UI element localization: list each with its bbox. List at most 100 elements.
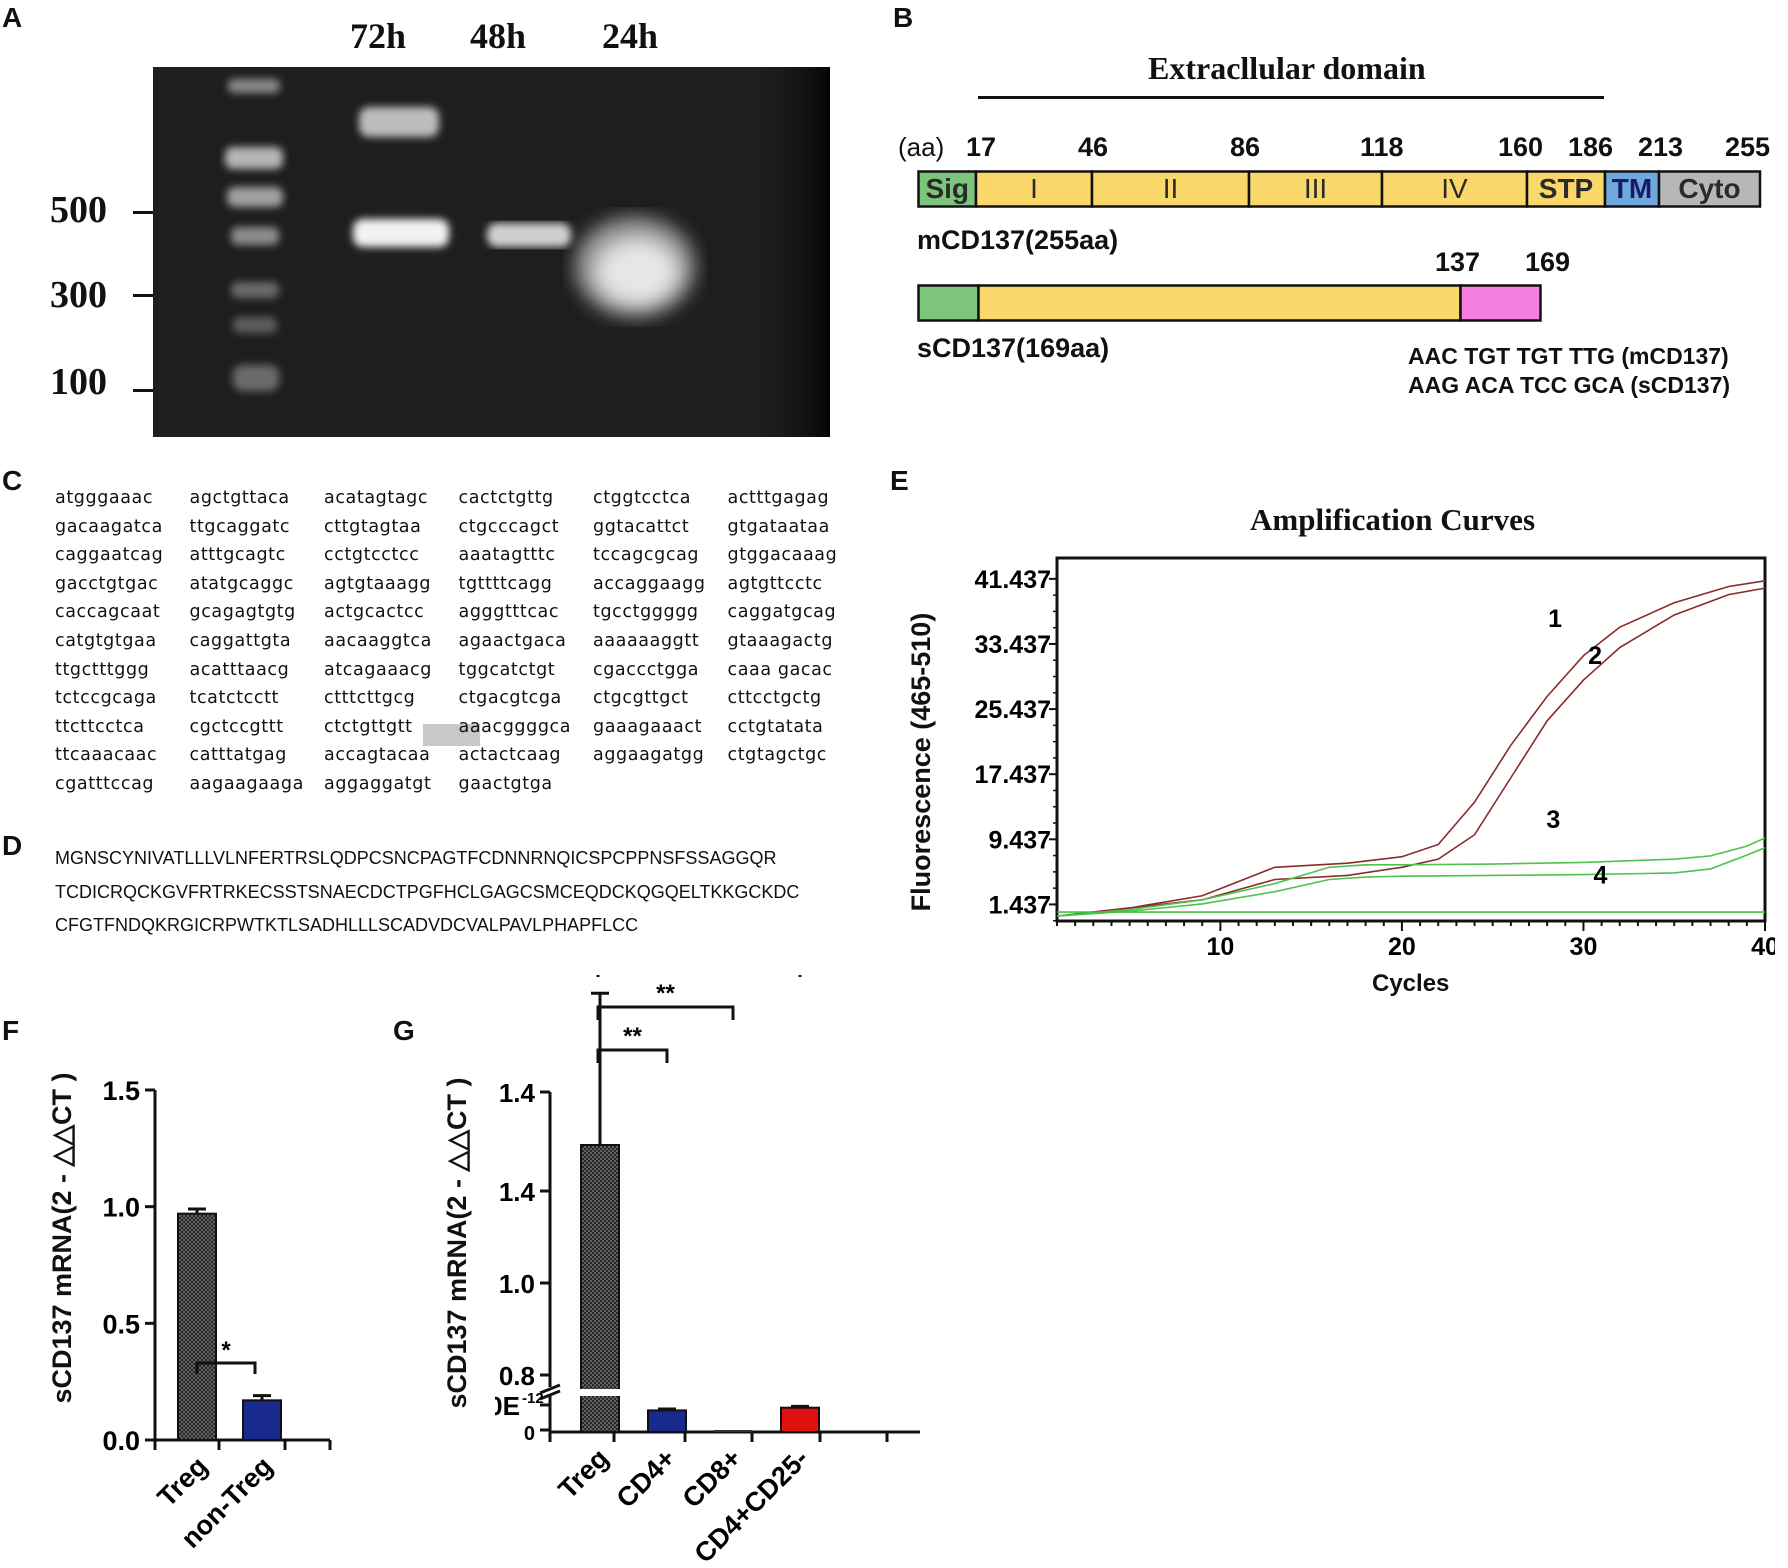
sequence-cell: aaatagtttc <box>458 545 556 566</box>
sequence-cell: cctgtatata <box>727 716 824 737</box>
y-tick-label: 9.437 <box>988 826 1051 854</box>
sequence-cell: cgatttccag <box>55 773 155 794</box>
domain-segment-1 <box>917 170 978 208</box>
panel-letter-d: D <box>2 830 23 861</box>
x-tick-label: 20 <box>1388 933 1416 961</box>
gel-marker-tick <box>133 211 155 214</box>
gel-lane-label: 48h <box>470 16 527 56</box>
axis-break-mark <box>539 1383 561 1395</box>
sequence-cell: ctttcttgcg <box>324 688 416 709</box>
mcd137-label: mCD137(255aa) <box>917 225 1119 255</box>
sequence-highlight <box>423 724 480 746</box>
aa-position: 118 <box>1360 132 1404 162</box>
codon-line: AAC TGT TGT TTG (mCD137) <box>1408 343 1729 369</box>
y-tick-label: 41.437 <box>975 566 1051 594</box>
domain-segment-label: IV <box>1441 173 1468 204</box>
sequence-cell: gacctgtgac <box>55 573 159 594</box>
curve-3 <box>1056 837 1766 917</box>
sequence-cell: cactctgttg <box>458 488 554 508</box>
sequence-row: gacaagatca ttgcaggatc cttgtagtaa ctgcccagct… <box>55 517 862 546</box>
y-tick-label: 0.8 <box>499 1361 535 1391</box>
sequence-row: caggaatcag atttgcagtc cctgtcctcc aaatagtttc… <box>55 545 862 574</box>
domain-segment-label: II <box>1163 173 1179 204</box>
curve-label: 3 <box>1546 806 1560 834</box>
bar <box>580 1144 620 1433</box>
sequence-cell: aacaaggtca <box>324 630 432 651</box>
curve-label: 1 <box>1548 605 1562 633</box>
sequence-cell: agtgtaaagg <box>324 573 432 594</box>
bar-chart-f-ylabel: sCD137 mRNA(2 - △△CT ) <box>47 1072 77 1404</box>
bar <box>177 1212 217 1441</box>
sequence-cell: actgcactcc <box>324 602 425 623</box>
aa-position: 255 <box>1725 132 1771 162</box>
aa-position: 186 <box>1568 132 1614 162</box>
bar <box>242 1399 282 1442</box>
x-tick-label: 40 <box>1751 933 1775 961</box>
panel-letter-c: C <box>2 465 23 496</box>
sequence-row: tctccgcaga tcatctcctt ctttcttgcg ctgacgtcga… <box>55 688 862 717</box>
amplification-title: Amplification Curves <box>1250 502 1536 537</box>
aa-position: 160 <box>1498 132 1544 162</box>
sequence-row: ttgctttggg acatttaacg atcagaaacg tggcatctgt… <box>55 660 862 689</box>
sequence-cell: ttcaaacaac <box>55 745 158 766</box>
sequence-cell: caggattgta <box>189 630 292 651</box>
aa-position: 46 <box>1078 132 1109 162</box>
sequence-cell: atttgcagtc <box>189 545 286 566</box>
aa-position: 213 <box>1638 132 1684 162</box>
sequence-cell: aagaagaaga <box>189 773 304 794</box>
significance-bracket <box>195 1361 257 1374</box>
significance-bracket <box>596 1005 735 1020</box>
significance-bracket <box>596 1048 669 1063</box>
sequence-cell: caggaatcag <box>55 545 164 566</box>
sequence-cell: acatttaacg <box>189 659 290 680</box>
sequence-cell: tcatctcctt <box>189 688 280 709</box>
x-tick-label: 30 <box>1570 933 1598 961</box>
sequence-cell: gaactgtga <box>458 773 553 794</box>
codon-line: AAG ACA TCC GCA (sCD137) <box>1408 372 1731 398</box>
sequence-cell: tctccgcaga <box>55 688 157 709</box>
bar-chart-g-ylabel: sCD137 mRNA(2 - △△CT ) <box>442 1077 472 1409</box>
sequence-cell: ctgacgtcga <box>458 688 562 709</box>
gel-marker-label: 100 <box>50 361 107 403</box>
extracellular-domain-title: Extracllular domain <box>1148 50 1426 86</box>
curve-1 <box>1056 579 1766 917</box>
gel-marker-tick <box>133 389 155 392</box>
sequence-cell: atatgcaggc <box>189 573 294 594</box>
bar <box>647 1409 687 1433</box>
sequence-cell: catttatgag <box>189 745 287 766</box>
sequence-row: ttcttcctca cgctccgttt ctctgttgtt aaacggggca… <box>55 717 862 746</box>
sequence-cell: tggcatctgt <box>458 659 556 680</box>
x-category-label: Treg <box>553 1443 615 1505</box>
sequence-cell: agaactgaca <box>458 630 567 651</box>
significance-bracket <box>596 975 802 977</box>
plot-frame <box>1055 556 1767 923</box>
sequence-cell: actttgagag <box>727 488 830 508</box>
gel-marker-label: 500 <box>50 189 107 231</box>
y-tick-label: 33.437 <box>975 631 1051 659</box>
sequence-row: atgggaaac agctgttaca acatagtagc cactctgttg c… <box>55 488 862 517</box>
domain-segment-4 <box>1247 170 1384 208</box>
sequence-cell: accaggaagg <box>593 573 706 594</box>
y-tick-label: 4.0E <box>495 1391 520 1421</box>
mcd137-domain-bar: Sig I II III IV STP TM Cyto <box>917 170 1762 208</box>
sequence-cell: agctgttaca <box>189 488 290 508</box>
sequence-cell: cgctccgttt <box>189 716 284 737</box>
sequence-cell: ttgctttggg <box>55 659 150 680</box>
protein-sequence: MGNSCYNIVATLLLVLNFERTRSLQDPCSNCPAGTFCDNN… <box>55 842 799 943</box>
amplification-xlabel: Cycles <box>1372 970 1450 997</box>
sequence-row: gacctgtgac atatgcaggc agtgtaaagg tgttttcagg… <box>55 574 862 603</box>
sequence-cell: caggatgcag <box>727 602 837 623</box>
bar <box>780 1406 820 1434</box>
x-category-label: CD4+ <box>611 1443 682 1514</box>
sequence-cell: gacaagatca <box>55 516 163 537</box>
sequence-cell: aggaggatgt <box>324 773 432 794</box>
sequence-cell: aaaaaaggtt <box>593 630 700 651</box>
scd137-domain-bar <box>917 284 1542 322</box>
sequence-cell: actactcaag <box>458 745 562 766</box>
sequence-cell: acatagtagc <box>324 488 429 508</box>
protein-line: MGNSCYNIVATLLLVLNFERTRSLQDPCSNCPAGTFCDNN… <box>55 848 777 868</box>
domain-segment-8 <box>1657 170 1762 208</box>
domain-segment-label: III <box>1304 173 1327 204</box>
s-position: 169 <box>1525 247 1571 277</box>
nucleotide-sequence: atgggaaac agctgttaca acatagtagc cactctgttg c… <box>55 488 862 803</box>
